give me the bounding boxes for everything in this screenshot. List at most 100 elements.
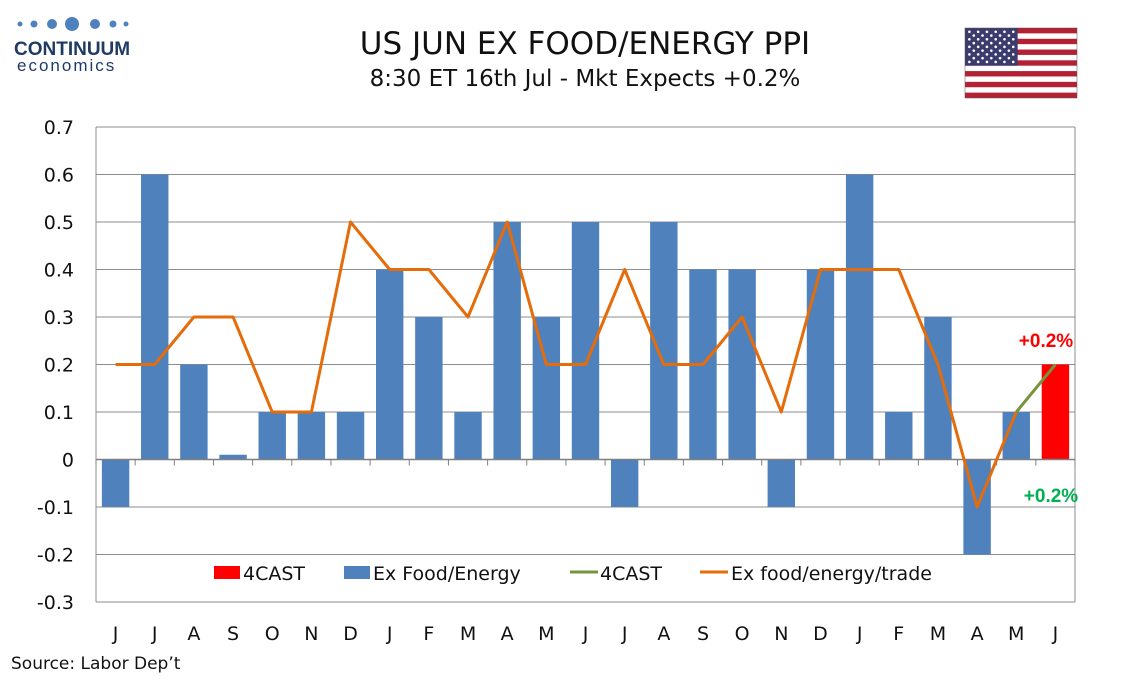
- x-tick-label: S: [227, 623, 239, 645]
- y-tick-label: 0.1: [44, 402, 74, 424]
- flag-star: [968, 30, 971, 34]
- x-tick-label: J: [386, 623, 393, 645]
- flag-star: [994, 45, 998, 49]
- flag-star: [1007, 56, 1011, 60]
- x-axis: [95, 458, 1076, 466]
- flag-star: [968, 60, 971, 64]
- legend-label-ex-food-energy: Ex Food/Energy: [373, 563, 521, 585]
- bar-ex-food-energy: [454, 412, 482, 460]
- flag-star: [1011, 38, 1015, 41]
- flag-star: [1003, 60, 1006, 64]
- x-tick-label: O: [265, 623, 280, 645]
- bar-ex-food-energy: [336, 412, 365, 460]
- logo-sub: economics: [17, 56, 116, 75]
- x-tick-label: J: [621, 623, 628, 645]
- x-tick-label: N: [774, 623, 788, 645]
- x-tick-label: F: [893, 623, 904, 645]
- flag-stripe: [965, 92, 1077, 98]
- bar-ex-food-energy: [101, 459, 130, 507]
- bar-ex-food-energy: [532, 317, 561, 460]
- bar-ex-food-energy: [728, 269, 756, 460]
- continuum-logo: CONTINUUM economics: [14, 17, 130, 75]
- logo-dot-icon: [65, 17, 79, 31]
- x-tick-label: A: [971, 623, 984, 645]
- x-tick-label: A: [501, 623, 514, 645]
- flag-star: [1003, 38, 1006, 41]
- logo-dot-icon: [47, 19, 57, 29]
- y-tick-label: -0.1: [37, 497, 74, 519]
- flag-star: [998, 41, 1002, 45]
- y-tick-label: 0.5: [44, 212, 74, 234]
- y-axis-ticks: 0.7 0.6 0.5 0.4 0.3 0.2 0.1 0 -0.1 -0.2 -0.3: [37, 117, 74, 614]
- x-tick-label: D: [343, 623, 358, 645]
- flag-star: [968, 53, 971, 56]
- x-tick-label: M: [1008, 623, 1024, 645]
- flag-canton: [965, 28, 1018, 66]
- flag-star: [968, 38, 971, 41]
- flag-star: [1007, 34, 1011, 37]
- legend-label-4cast-bar: 4CAST: [243, 563, 305, 585]
- y-tick-label: 0.4: [44, 260, 74, 282]
- legend-label-ex-food-energy-trade: Ex food/energy/trade: [731, 563, 932, 585]
- chart-title: US JUN EX FOOD/ENERGY PPI: [360, 26, 810, 62]
- flag-star: [976, 38, 980, 41]
- flag-star: [1007, 49, 1011, 52]
- legend-label-4cast-line: 4CAST: [600, 563, 662, 585]
- x-tick-label: A: [187, 623, 200, 645]
- logo-dot-icon: [90, 19, 100, 29]
- flag-star: [985, 38, 989, 41]
- bar-ex-food-energy: [415, 317, 443, 460]
- flag-star: [981, 49, 984, 52]
- flag-star: [1011, 30, 1015, 34]
- y-tick-label: 0.3: [44, 307, 74, 329]
- bar-ex-food-energy: [610, 459, 639, 507]
- x-tick-label: N: [304, 623, 318, 645]
- logo-dot-icon: [30, 20, 38, 28]
- logo-dot-icon: [123, 21, 129, 27]
- flag-stripe: [965, 81, 1077, 88]
- legend-swatch-4cast-bar: [214, 566, 240, 579]
- bar-ex-food-energy: [767, 459, 796, 507]
- flag-star: [1007, 41, 1011, 45]
- flag-border: [964, 27, 1078, 99]
- x-tick-label: M: [460, 623, 476, 645]
- flag-star: [994, 30, 998, 34]
- x-tick-label: J: [112, 623, 119, 645]
- y-tick-label: -0.3: [37, 592, 74, 614]
- legend-swatch-ex-food-energy: [344, 566, 370, 579]
- x-tick-label: D: [813, 623, 828, 645]
- flag-star: [994, 53, 998, 56]
- flag-stripe: [965, 60, 1077, 66]
- flag-star: [981, 34, 984, 37]
- x-tick-label: F: [423, 623, 434, 645]
- y-tick-label: -0.2: [37, 545, 74, 567]
- flag-star: [976, 53, 980, 56]
- y-tick-label: 0.6: [44, 165, 74, 187]
- flag-star: [1003, 45, 1006, 49]
- bars: [101, 174, 1070, 555]
- flag-star: [990, 49, 993, 52]
- flag-star: [972, 34, 976, 37]
- flag-star: [976, 60, 980, 64]
- x-tick-label: M: [930, 623, 946, 645]
- bar-ex-food-energy: [297, 412, 326, 460]
- flag-stripe: [965, 28, 1077, 34]
- flag-star: [998, 49, 1002, 52]
- flag-star: [990, 41, 993, 45]
- forecast-annotation: +0.2%: [1019, 331, 1074, 352]
- bar-ex-food-energy: [493, 222, 521, 460]
- line-forecast-annotation: +0.2%: [1024, 486, 1079, 507]
- x-tick-label: J: [1052, 623, 1059, 645]
- flag-star: [976, 30, 980, 34]
- flag-star: [968, 45, 971, 49]
- flag-stripe: [965, 49, 1077, 55]
- flag-star: [981, 41, 984, 45]
- bar-ex-food-energy: [219, 454, 247, 460]
- flag-star: [1011, 60, 1015, 64]
- bar-ex-food-energy: [885, 412, 913, 460]
- bar-4cast: [1041, 364, 1070, 460]
- flag-star: [998, 56, 1002, 60]
- flag-star: [976, 45, 980, 49]
- x-tick-label: M: [538, 623, 554, 645]
